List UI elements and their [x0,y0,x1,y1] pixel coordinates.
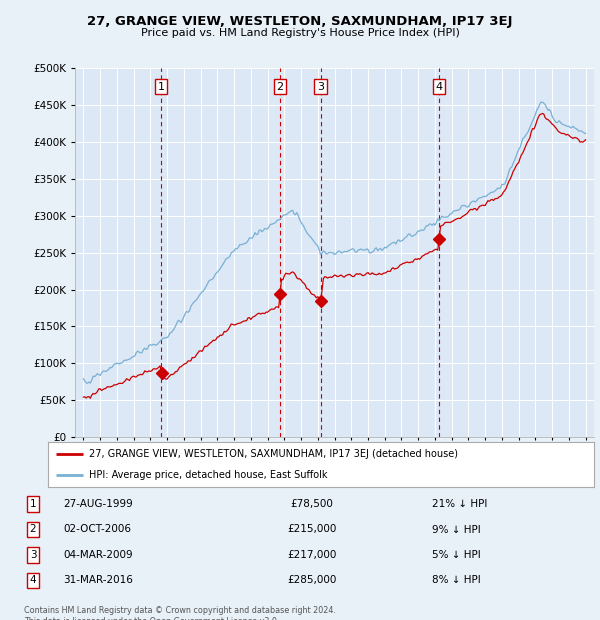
Text: 27-AUG-1999: 27-AUG-1999 [63,499,133,509]
Text: 3: 3 [29,550,37,560]
Text: 2: 2 [29,525,37,534]
Text: 9% ↓ HPI: 9% ↓ HPI [432,525,481,534]
Text: 1: 1 [29,499,37,509]
Text: 27, GRANGE VIEW, WESTLETON, SAXMUNDHAM, IP17 3EJ: 27, GRANGE VIEW, WESTLETON, SAXMUNDHAM, … [87,16,513,29]
Text: 2: 2 [277,82,284,92]
Text: 4: 4 [436,82,443,92]
Text: £285,000: £285,000 [287,575,337,585]
Text: £217,000: £217,000 [287,550,337,560]
Text: 21% ↓ HPI: 21% ↓ HPI [432,499,487,509]
Text: 3: 3 [317,82,324,92]
Text: £215,000: £215,000 [287,525,337,534]
Text: 04-MAR-2009: 04-MAR-2009 [63,550,133,560]
Text: Price paid vs. HM Land Registry's House Price Index (HPI): Price paid vs. HM Land Registry's House … [140,28,460,38]
Text: 31-MAR-2016: 31-MAR-2016 [63,575,133,585]
Text: 02-OCT-2006: 02-OCT-2006 [63,525,131,534]
Text: 1: 1 [158,82,165,92]
Text: 27, GRANGE VIEW, WESTLETON, SAXMUNDHAM, IP17 3EJ (detached house): 27, GRANGE VIEW, WESTLETON, SAXMUNDHAM, … [89,449,458,459]
Text: £78,500: £78,500 [290,499,334,509]
Text: Contains HM Land Registry data © Crown copyright and database right 2024.
This d: Contains HM Land Registry data © Crown c… [24,606,336,620]
Text: 8% ↓ HPI: 8% ↓ HPI [432,575,481,585]
Text: HPI: Average price, detached house, East Suffolk: HPI: Average price, detached house, East… [89,469,328,480]
Text: 4: 4 [29,575,37,585]
Text: 5% ↓ HPI: 5% ↓ HPI [432,550,481,560]
